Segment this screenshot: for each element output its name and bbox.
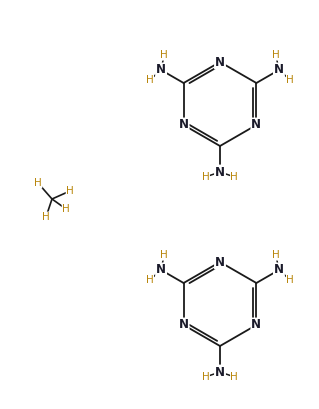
Text: H: H <box>231 172 238 182</box>
Text: H: H <box>34 178 42 188</box>
Text: N: N <box>215 256 225 268</box>
Text: N: N <box>179 119 189 132</box>
Text: H: H <box>146 275 154 285</box>
Text: N: N <box>215 366 225 379</box>
Text: N: N <box>215 166 225 179</box>
Text: H: H <box>231 372 238 382</box>
Text: N: N <box>274 263 284 276</box>
Text: H: H <box>202 372 210 382</box>
Text: H: H <box>160 250 168 260</box>
Text: H: H <box>286 275 294 285</box>
Text: H: H <box>160 50 168 60</box>
Text: N: N <box>179 319 189 332</box>
Text: H: H <box>66 186 74 196</box>
Text: H: H <box>62 204 70 214</box>
Text: N: N <box>156 263 166 276</box>
Text: H: H <box>272 250 280 260</box>
Text: N: N <box>156 63 166 76</box>
Text: H: H <box>286 75 294 85</box>
Text: N: N <box>251 119 261 132</box>
Text: N: N <box>251 319 261 332</box>
Text: H: H <box>146 75 154 85</box>
Text: H: H <box>272 50 280 60</box>
Text: H: H <box>202 172 210 182</box>
Text: H: H <box>42 212 50 222</box>
Text: N: N <box>274 63 284 76</box>
Text: N: N <box>215 56 225 68</box>
